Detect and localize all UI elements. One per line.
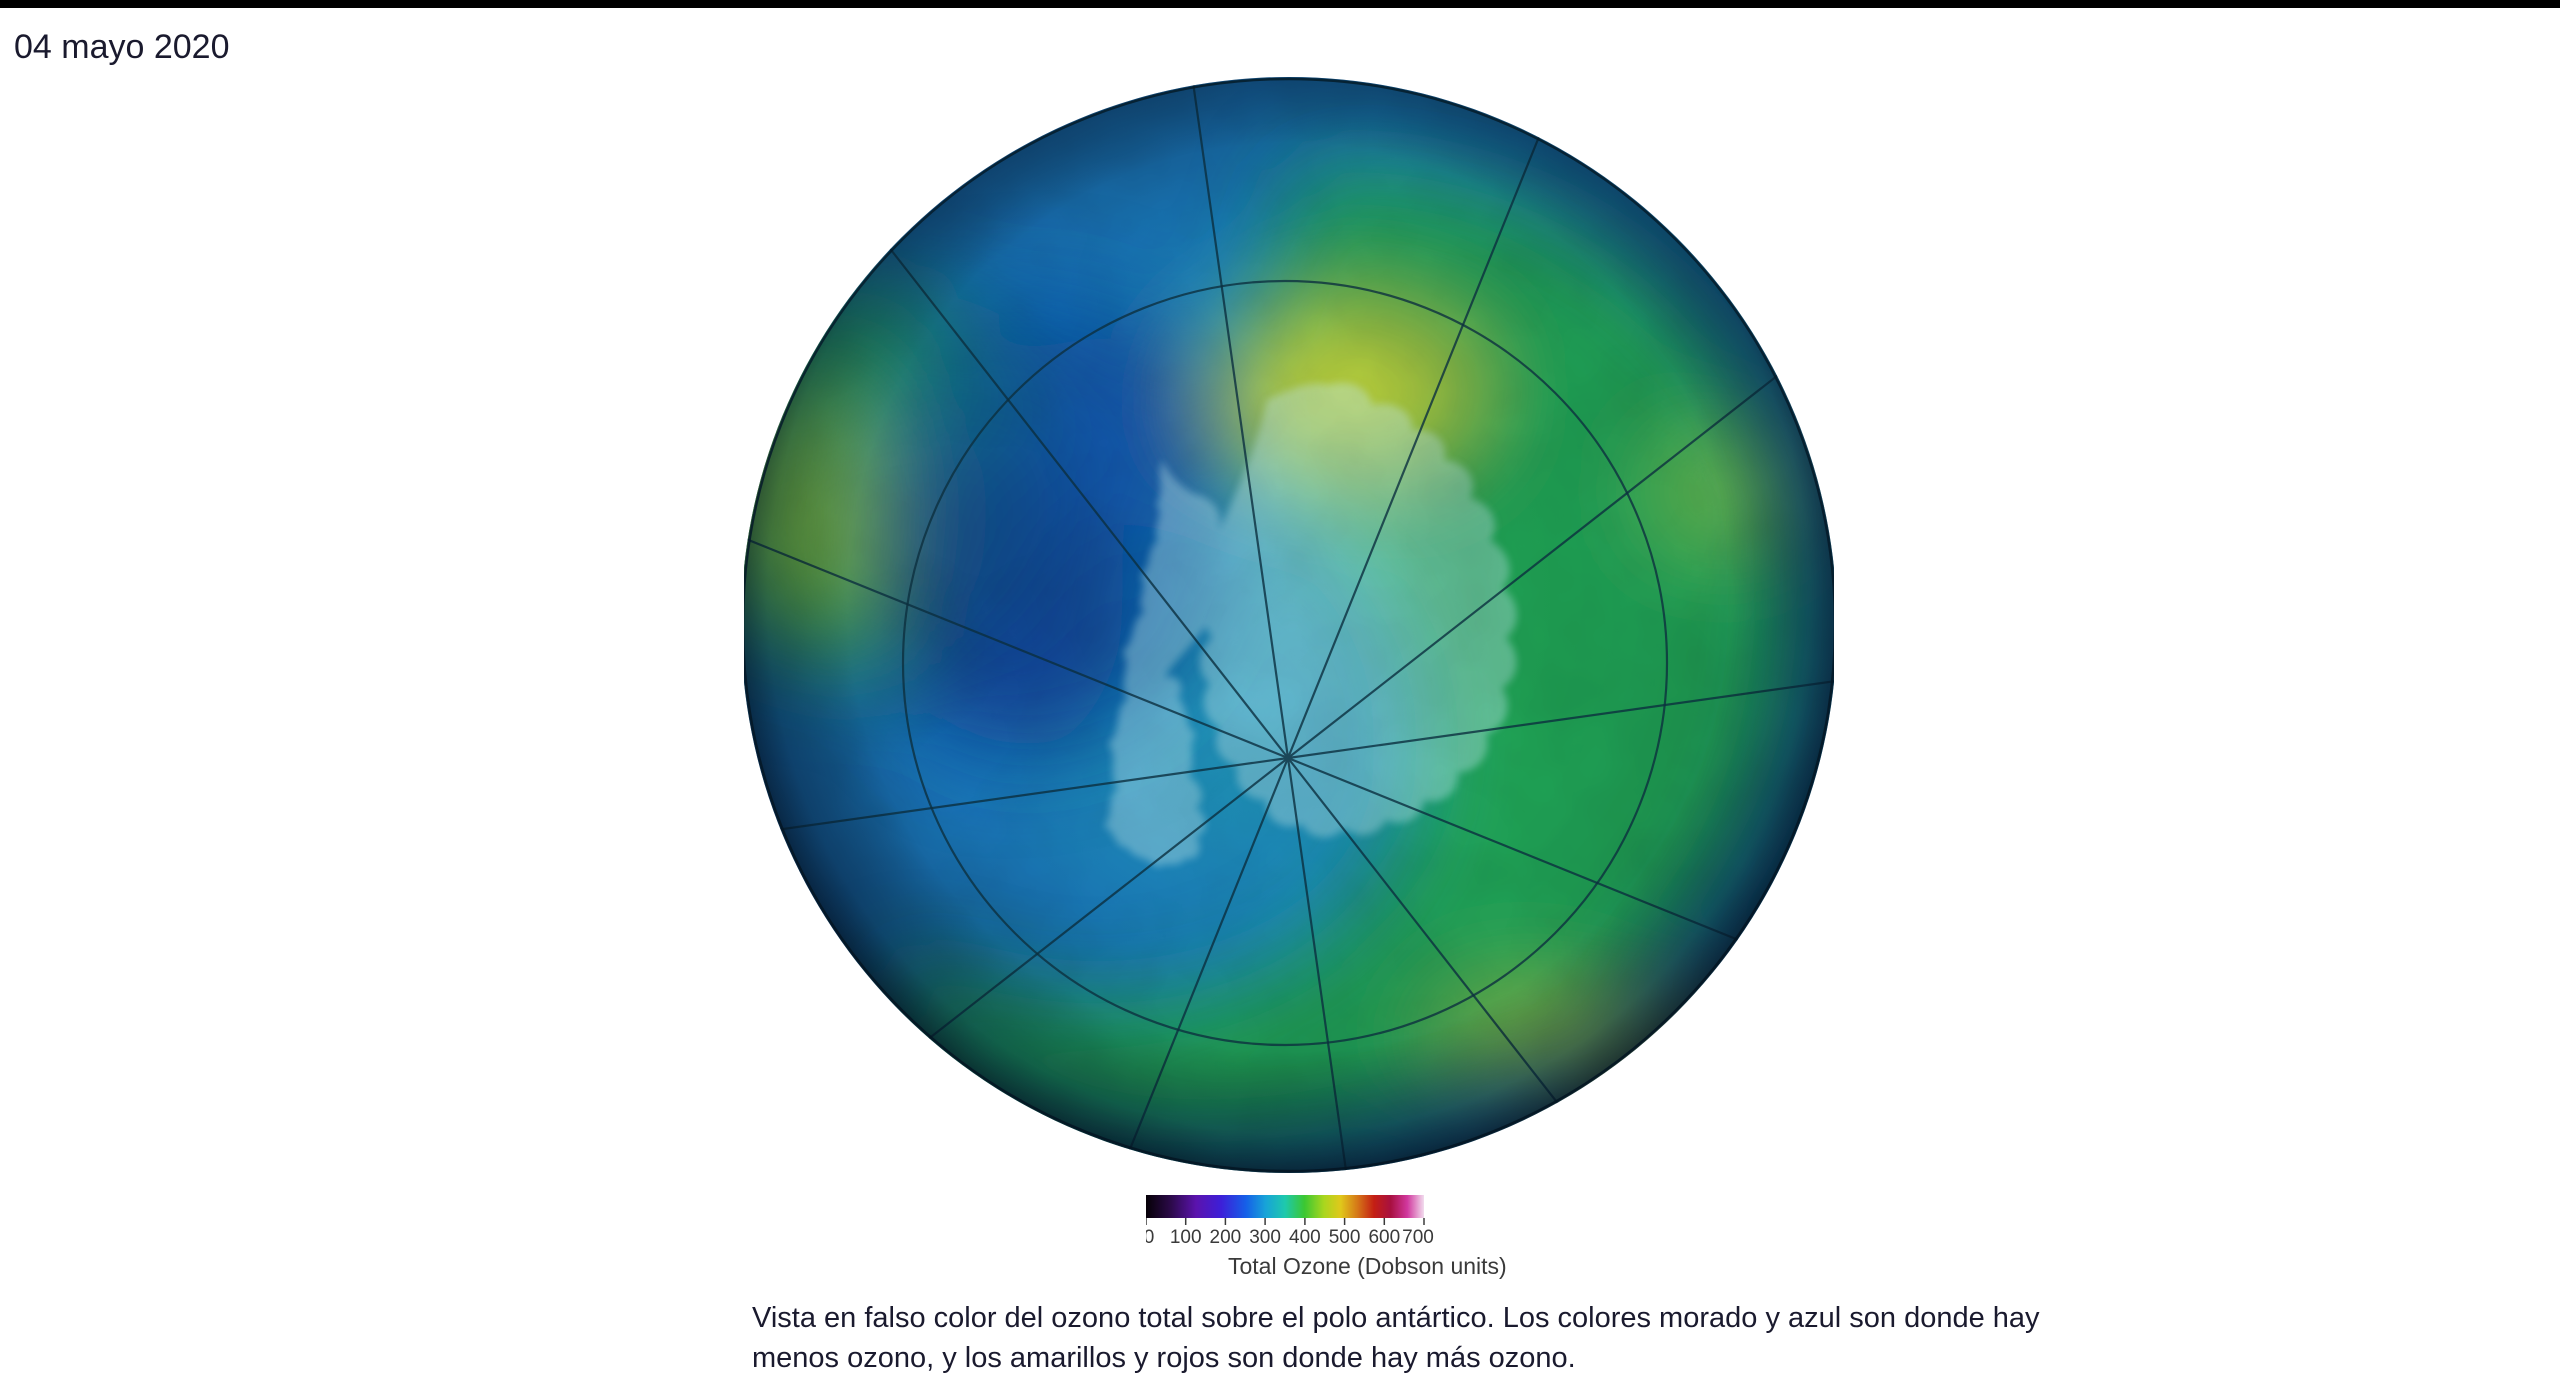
svg-text:700: 700 <box>1402 1227 1434 1248</box>
svg-text:200: 200 <box>1210 1227 1242 1248</box>
svg-text:0: 0 <box>1146 1227 1154 1248</box>
svg-text:600: 600 <box>1368 1227 1400 1248</box>
svg-text:400: 400 <box>1289 1227 1321 1248</box>
svg-text:500: 500 <box>1329 1227 1361 1248</box>
svg-text:300: 300 <box>1249 1227 1281 1248</box>
svg-text:100: 100 <box>1170 1227 1202 1248</box>
